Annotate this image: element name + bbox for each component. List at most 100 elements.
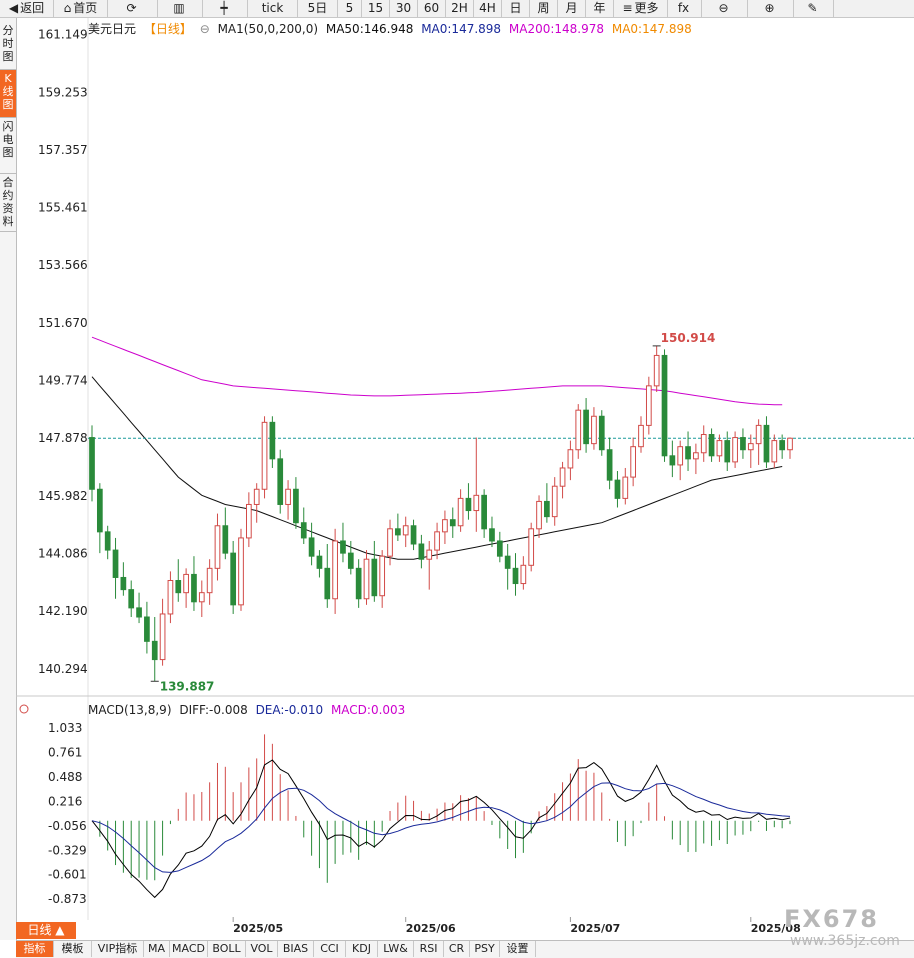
candle-body xyxy=(347,552,354,569)
toolbar-label: 年 xyxy=(593,1,606,15)
toolbar-refresh-icon[interactable]: ⟳ xyxy=(108,0,158,17)
toolbar-btn-12[interactable]: 4H xyxy=(474,0,502,17)
candle-body xyxy=(410,525,417,545)
ma-config-label: MA1(50,0,200,0) xyxy=(217,22,319,36)
candle-body xyxy=(206,567,213,594)
price-tick-label: 151.670 xyxy=(38,316,88,330)
indicator-tab-7[interactable]: BIAS xyxy=(278,941,314,957)
toolbar-label: tick xyxy=(261,1,284,15)
candle-body xyxy=(700,434,707,454)
side-tab-3[interactable]: 合约资料 xyxy=(0,174,16,232)
month-label: 2025/08 xyxy=(751,922,801,935)
ma50-label: MA50:146.948 xyxy=(325,22,414,36)
candle-body xyxy=(591,415,597,445)
indicator-tab-3[interactable]: MA xyxy=(144,941,170,957)
toolbar-btn-8[interactable]: 15 xyxy=(362,0,390,17)
indicator-tab-8[interactable]: CCI xyxy=(314,941,346,957)
settings-icon[interactable]: ⊖ xyxy=(199,22,210,36)
side-tab-0[interactable]: 分时图 xyxy=(0,22,16,70)
candle-body xyxy=(614,479,621,499)
toolbar-candlestick-icon[interactable]: ┿ xyxy=(203,0,248,17)
candle-body xyxy=(442,519,448,533)
price-tick-label: 161.149 xyxy=(38,28,88,42)
toolbar-bar-chart-icon[interactable]: ▥ xyxy=(158,0,203,17)
toolbar-label: 5 xyxy=(345,1,354,15)
toolbar-btn-15[interactable]: 月 xyxy=(558,0,586,17)
indicator-tab-10[interactable]: LW& xyxy=(378,941,414,957)
candle-body xyxy=(457,497,464,527)
indicator-tab-2[interactable]: VIP指标 xyxy=(92,941,144,957)
candle-body xyxy=(371,558,378,597)
candle-body xyxy=(379,555,386,597)
toolbar-btn-7[interactable]: 5 xyxy=(338,0,362,17)
toolbar-label: 15 xyxy=(367,1,384,15)
candle-body xyxy=(645,385,652,426)
macd-tick-label: -0.873 xyxy=(48,892,87,906)
toolbar-btn-16[interactable]: 年 xyxy=(586,0,614,17)
macd-value-label: MACD:0.003 xyxy=(330,703,406,717)
candle-body xyxy=(504,555,511,569)
indicator-tab-11[interactable]: RSI xyxy=(414,941,444,957)
indicator-tab-6[interactable]: VOL xyxy=(246,941,278,957)
indicator-tab-13[interactable]: PSY xyxy=(470,941,500,957)
side-tab-2[interactable]: 闪电图 xyxy=(0,118,16,174)
toolbar-label: 30 xyxy=(395,1,412,15)
candlestick-icon: ┿ xyxy=(220,1,228,15)
candle-body xyxy=(198,592,205,603)
toolbar-btn-1[interactable]: ⌂ 首页 xyxy=(54,0,108,17)
indicator-tab-9[interactable]: KDJ xyxy=(346,941,378,957)
toolbar-label: 2H xyxy=(451,1,468,15)
candle-body xyxy=(755,424,762,445)
ma0-label-2: MA0:147.898 xyxy=(611,22,692,36)
macd-diff-line xyxy=(91,759,791,899)
candle-body xyxy=(308,537,315,557)
indicator-tab-14[interactable]: 设置 xyxy=(500,941,536,957)
toolbar-btn-13[interactable]: 日 xyxy=(502,0,530,17)
period-tab[interactable]: 日线 ▲ xyxy=(16,922,76,939)
toolbar-btn-6[interactable]: 5日 xyxy=(298,0,338,17)
indicator-tab-5[interactable]: BOLL xyxy=(208,941,246,957)
toolbar-btn-0[interactable]: ◀ 返回 xyxy=(0,0,54,17)
candle-body xyxy=(449,519,456,527)
toolbar-btn-17[interactable]: ≡ 更多 xyxy=(614,0,668,17)
candle-body xyxy=(559,467,566,487)
indicator-tab-1[interactable]: 模板 xyxy=(54,941,92,957)
macd-tick-label: -0.601 xyxy=(48,868,87,882)
toolbar-draw-tool-icon[interactable]: ✎ xyxy=(794,0,834,17)
toolbar-btn-11[interactable]: 2H xyxy=(446,0,474,17)
candle-body xyxy=(661,354,668,457)
toolbar-zoom-in-icon[interactable]: ⊕ xyxy=(748,0,794,17)
candle-body xyxy=(167,580,174,615)
period-label: 【日线】 xyxy=(143,22,192,36)
candle-body xyxy=(355,567,362,600)
candle-body xyxy=(677,446,684,466)
toolbar-label: 首页 xyxy=(73,1,98,15)
candle-body xyxy=(747,443,754,451)
price-tick-label: 159.253 xyxy=(38,85,88,99)
toolbar-btn-5[interactable]: tick xyxy=(248,0,298,17)
candle-body xyxy=(622,476,629,499)
month-label: 2025/05 xyxy=(233,922,283,935)
price-tick-label: 145.982 xyxy=(38,489,88,503)
toolbar-btn-10[interactable]: 60 xyxy=(418,0,446,17)
toolbar-btn-14[interactable]: 周 xyxy=(530,0,558,17)
candle-body xyxy=(740,437,746,451)
candle-body xyxy=(551,485,558,518)
toolbar-btn-9[interactable]: 30 xyxy=(390,0,418,17)
indicator-tab-0[interactable]: 指标 xyxy=(16,941,54,957)
indicator-tab-4[interactable]: MACD xyxy=(170,941,208,957)
candle-body xyxy=(520,564,527,585)
toolbar-formula-icon[interactable]: fx xyxy=(668,0,702,17)
candle-body xyxy=(473,494,480,512)
toolbar-label: 60 xyxy=(423,1,440,15)
side-tab-1[interactable]: K线图 xyxy=(0,70,16,118)
toolbar-zoom-out-icon[interactable]: ⊖ xyxy=(702,0,748,17)
candle-body xyxy=(708,434,715,457)
indicator-tab-12[interactable]: CR xyxy=(444,941,470,957)
candle-body xyxy=(332,540,338,600)
candle-body xyxy=(261,421,268,490)
candle-body xyxy=(575,409,582,451)
candle-body xyxy=(536,500,542,530)
candle-body xyxy=(732,437,738,463)
